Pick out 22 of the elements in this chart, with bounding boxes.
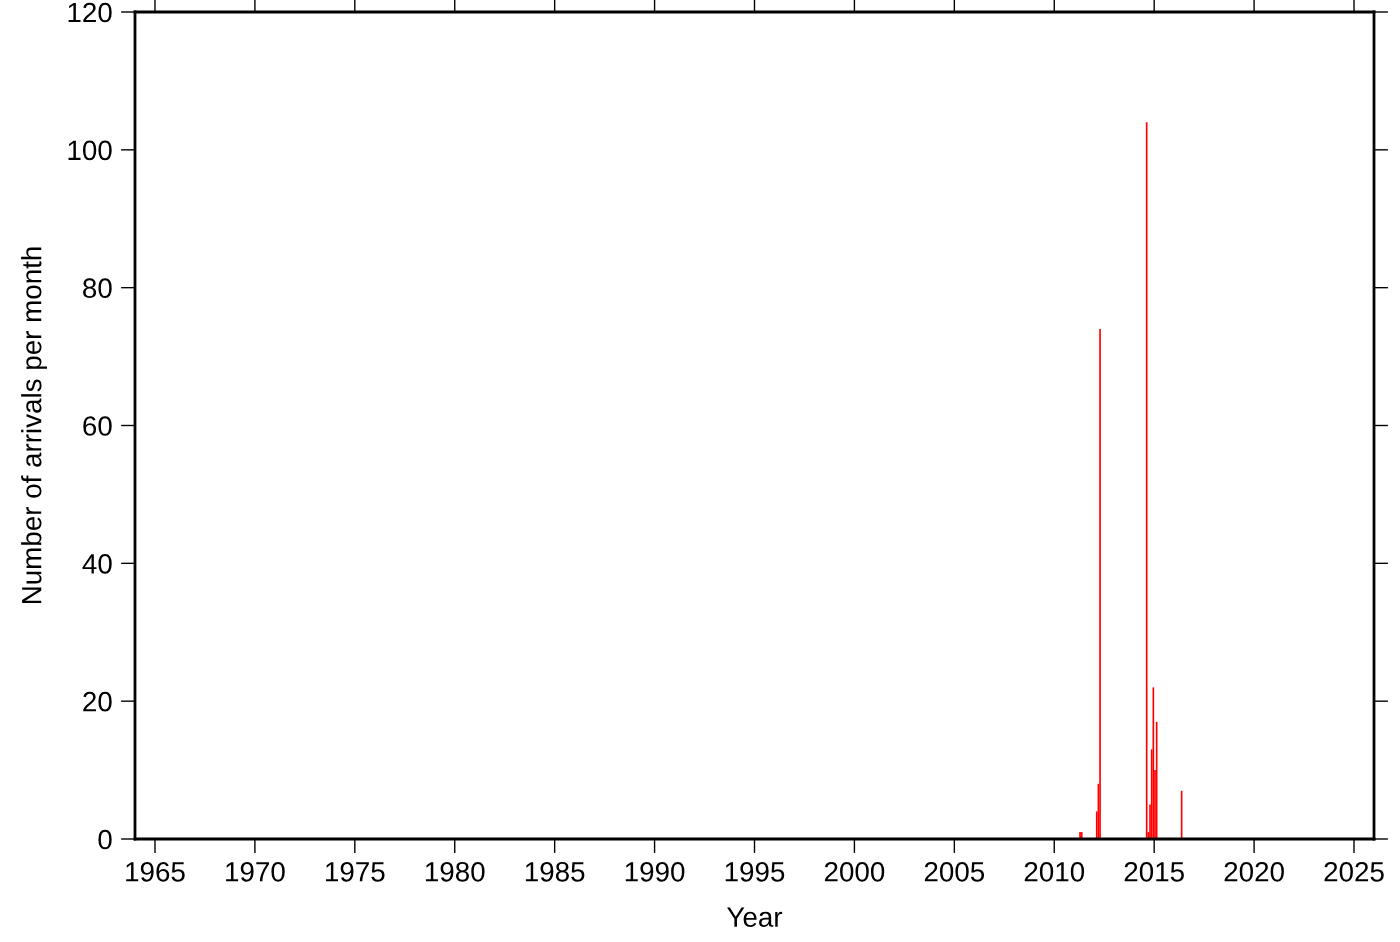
y-tick-label: 80 (83, 278, 112, 299)
y-tick-label: 100 (68, 140, 112, 161)
x-tick-label: 2015 (1124, 861, 1184, 882)
x-tick-label: 2010 (1024, 861, 1085, 882)
y-tick-label: 0 (98, 829, 112, 850)
x-axis-title: Year (727, 907, 783, 927)
x-tick-label: 1995 (725, 861, 785, 882)
x-tick-label: 2020 (1224, 861, 1284, 882)
x-tick-label: 1990 (625, 861, 685, 882)
x-tick-label: 1970 (226, 861, 285, 882)
x-tick-label: 2025 (1324, 861, 1384, 882)
x-tick-label: 2000 (824, 861, 885, 882)
y-axis-title: Number of arrivals per month (21, 247, 47, 604)
x-tick-label: 1975 (326, 861, 385, 882)
y-tick-label: 120 (68, 2, 112, 23)
x-tick-label: 2005 (924, 861, 985, 882)
x-tick-label: 1965 (126, 861, 185, 882)
y-tick-label: 60 (83, 416, 112, 436)
x-tick-label: 1980 (425, 861, 485, 882)
x-tick-label: 1985 (525, 861, 585, 882)
y-tick-label: 40 (82, 554, 112, 574)
y-tick-label: 20 (83, 691, 112, 712)
